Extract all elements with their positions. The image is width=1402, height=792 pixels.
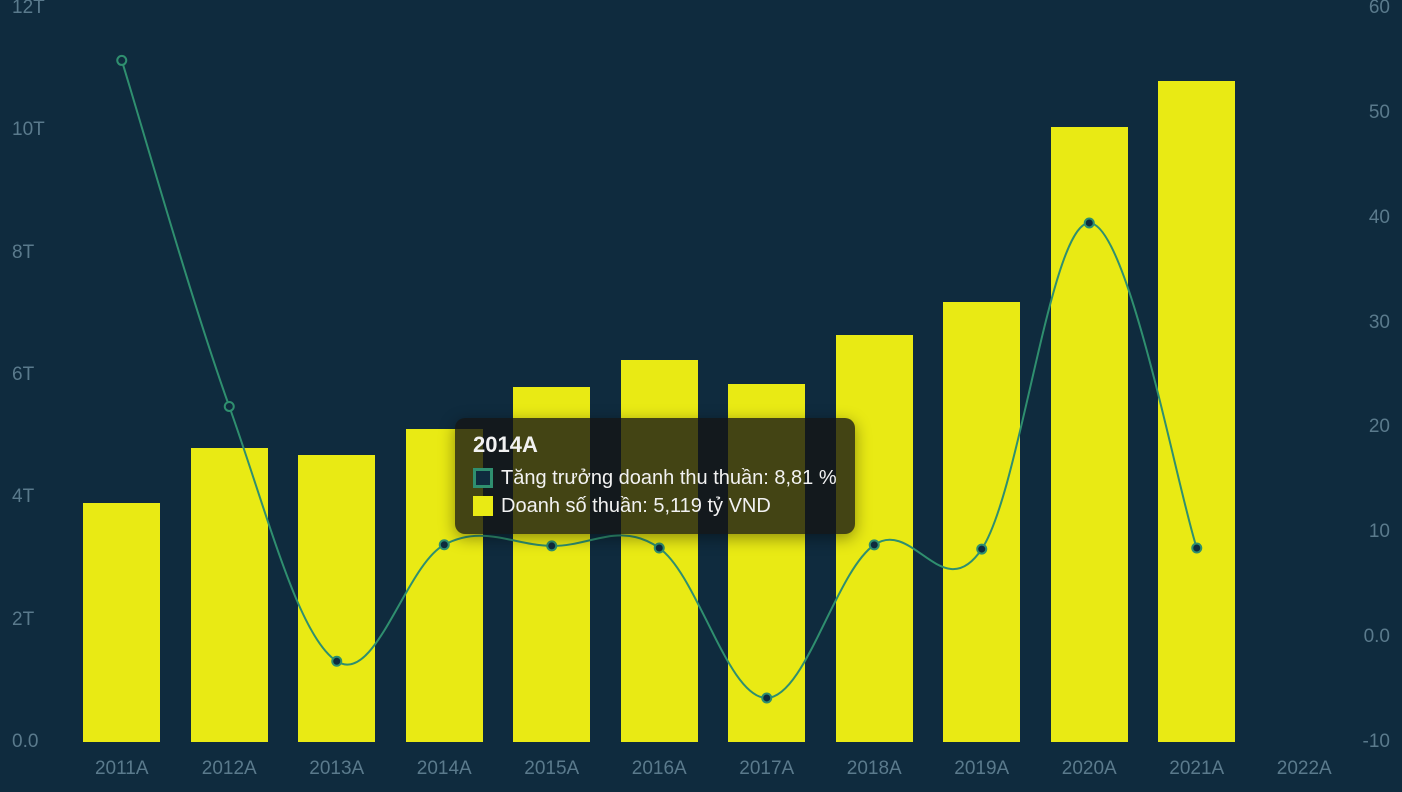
y-left-label: 2T	[12, 609, 34, 631]
x-axis-label: 2015A	[524, 758, 579, 780]
tooltip-row: Doanh số thuần: 5,119 tỷ VND	[473, 492, 837, 520]
x-axis-label: 2020A	[1062, 758, 1117, 780]
y-right-label: 50	[1369, 102, 1390, 124]
y-left-label: 4T	[12, 486, 34, 508]
x-axis-label: 2016A	[632, 758, 687, 780]
x-axis-label: 2014A	[417, 758, 472, 780]
y-right-label: 0.0	[1364, 626, 1390, 648]
y-right-label: 20	[1369, 416, 1390, 438]
bar[interactable]	[191, 448, 268, 742]
tooltip-title: 2014A	[473, 432, 837, 458]
y-left-label: 6T	[12, 364, 34, 386]
y-left-label: 0.0	[12, 731, 38, 753]
tooltip-row: Tăng trưởng doanh thu thuần: 8,81 %	[473, 464, 837, 492]
bar[interactable]	[943, 302, 1020, 742]
y-right-label: -10	[1363, 731, 1390, 753]
x-axis-label: 2013A	[309, 758, 364, 780]
y-right-label: 60	[1369, 0, 1390, 19]
x-axis-label: 2012A	[202, 758, 257, 780]
tooltip-text: Tăng trưởng doanh thu thuần: 8,81 %	[501, 464, 837, 492]
bar[interactable]	[836, 335, 913, 742]
y-right-label: 10	[1369, 521, 1390, 543]
x-axis-label: 2019A	[954, 758, 1009, 780]
y-left-label: 10T	[12, 119, 45, 141]
legend-swatch	[473, 468, 493, 488]
bar[interactable]	[1051, 127, 1128, 742]
y-right-label: 30	[1369, 312, 1390, 334]
legend-swatch	[473, 496, 493, 516]
bar[interactable]	[1158, 81, 1235, 742]
x-axis-label: 2022A	[1277, 758, 1332, 780]
plot-area	[68, 8, 1358, 742]
bar[interactable]	[298, 455, 375, 742]
tooltip-text: Doanh số thuần: 5,119 tỷ VND	[501, 492, 771, 520]
x-axis-label: 2011A	[95, 758, 149, 780]
y-left-label: 12T	[12, 0, 45, 19]
line-marker[interactable]	[225, 402, 234, 411]
line-marker[interactable]	[117, 56, 126, 65]
x-axis-label: 2021A	[1169, 758, 1224, 780]
chart-tooltip: 2014A Tăng trưởng doanh thu thuần: 8,81 %…	[455, 418, 855, 534]
y-right-label: 40	[1369, 207, 1390, 229]
bar[interactable]	[83, 503, 160, 742]
x-axis-label: 2018A	[847, 758, 902, 780]
y-left-label: 8T	[12, 242, 34, 264]
x-axis-label: 2017A	[739, 758, 794, 780]
combo-chart: 2011A 2012A 2013A 2014A 2015A 2016A 2017A 2018A…	[0, 0, 1402, 792]
